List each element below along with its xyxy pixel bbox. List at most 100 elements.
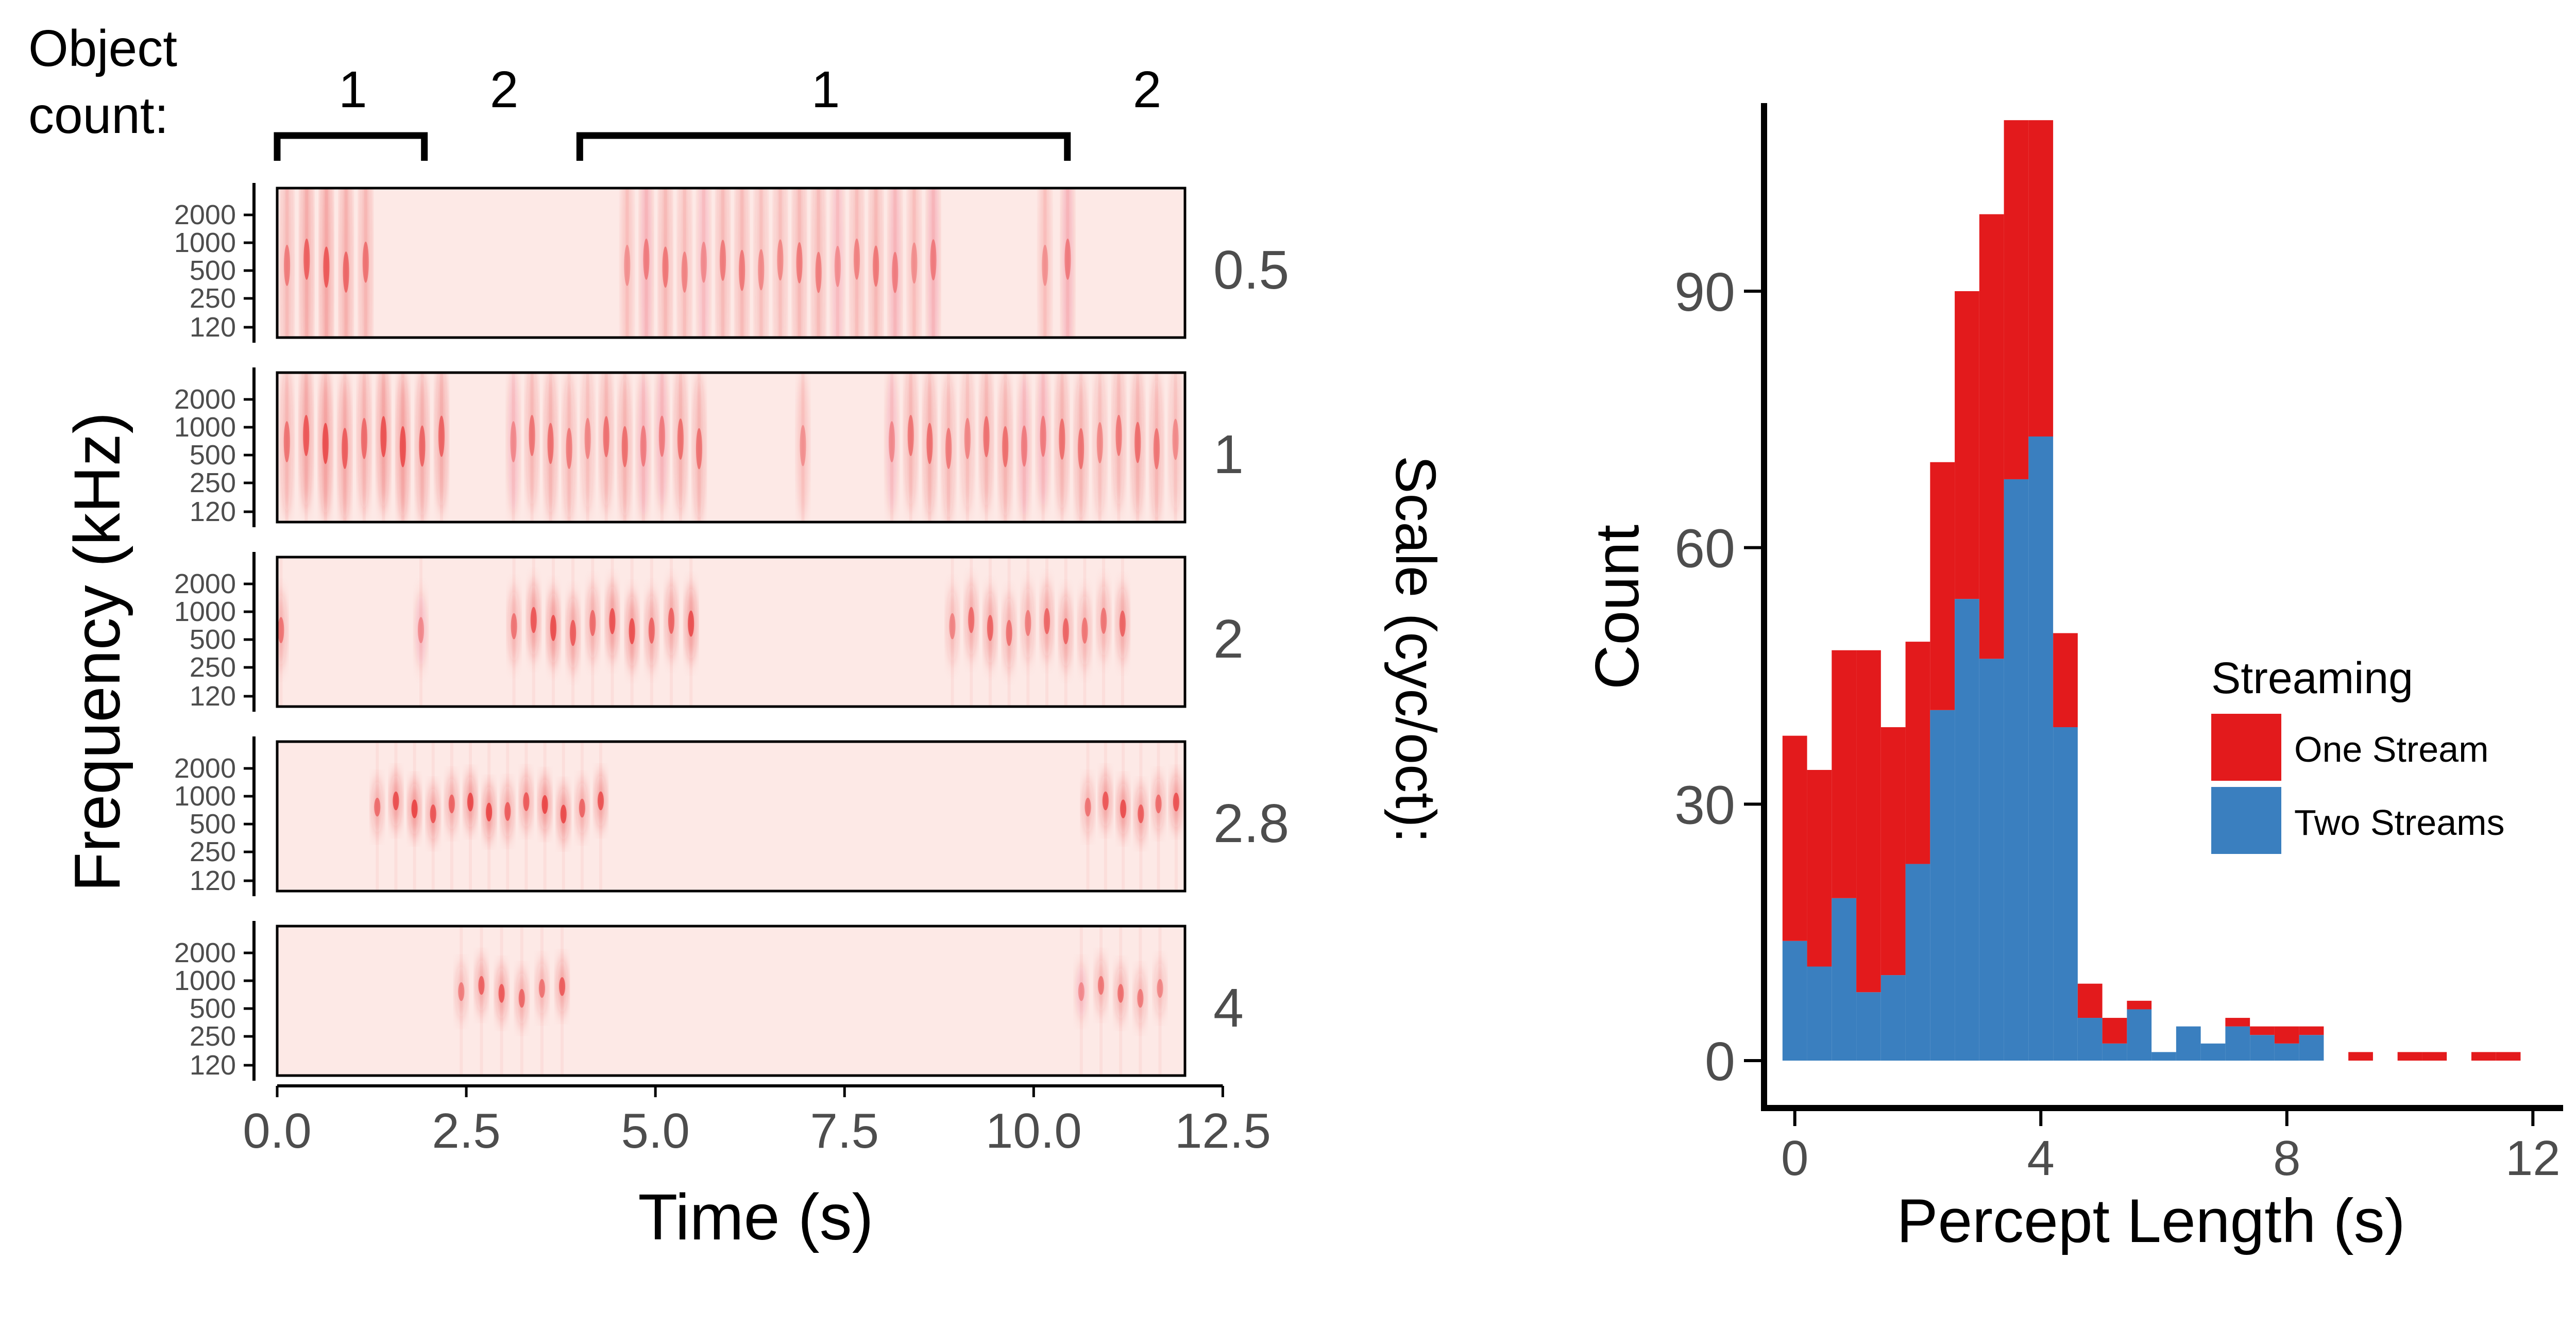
energy-peak: [758, 249, 765, 291]
energy-pulse: [508, 589, 520, 664]
energy-stripe: [1045, 557, 1049, 707]
object-count-value: 2: [490, 61, 519, 119]
energy-stripe: [660, 373, 664, 522]
histogram-bar-one-stream: [2250, 1026, 2275, 1035]
frequency-tick-label: 500: [190, 809, 236, 840]
energy-pulse: [360, 188, 371, 338]
histogram-bar-one-stream: [2422, 1052, 2447, 1061]
energy-pulse: [1041, 583, 1053, 659]
energy-stripe: [1158, 926, 1162, 1076]
energy-peak: [677, 418, 684, 460]
energy-peak: [873, 245, 879, 287]
object-count-value: 2: [1133, 61, 1162, 119]
energy-peak: [658, 415, 665, 457]
histogram-bar-one-stream: [1979, 214, 2004, 659]
energy-peak: [1081, 617, 1088, 644]
energy-peak: [1078, 982, 1084, 1001]
energy-stripe: [1121, 557, 1124, 707]
energy-stripe: [801, 373, 805, 522]
histogram-bar-one-stream: [2053, 633, 2078, 728]
energy-pulse: [358, 373, 370, 513]
energy-stripe: [931, 188, 935, 338]
energy-stripe: [947, 373, 951, 522]
energy-pulse: [455, 964, 467, 1019]
energy-stripe: [543, 742, 547, 891]
energy-stripe: [778, 188, 782, 338]
energy-peak: [411, 799, 418, 818]
frequency-tick-label: 500: [190, 624, 236, 655]
energy-peak: [983, 416, 990, 458]
histogram-bar-one-stream: [1905, 642, 1930, 864]
energy-pulse: [905, 373, 917, 510]
histogram-bar-one-stream: [2127, 1000, 2152, 1010]
frequency-tick-label: 120: [190, 681, 236, 712]
time-tick-label: 7.5: [810, 1103, 879, 1159]
energy-stripe: [468, 742, 472, 891]
energy-stripe: [759, 188, 763, 338]
energy-peak: [930, 239, 937, 281]
energy-pulse: [507, 373, 519, 517]
energy-pulse: [698, 188, 709, 338]
energy-stripe: [988, 557, 992, 707]
frequency-tick-label: 1000: [174, 227, 236, 258]
histogram-y-tick-label: 60: [1674, 518, 1735, 579]
energy-stripe: [431, 742, 435, 891]
energy-pulse: [832, 188, 843, 338]
energy-peak: [1115, 414, 1122, 456]
histogram-bar-one-stream: [1807, 769, 1832, 967]
energy-stripe: [450, 742, 453, 891]
scale-value-label: 1: [1213, 424, 1244, 485]
energy-pulse: [965, 582, 977, 658]
energy-peak: [648, 617, 655, 644]
energy-pulse: [587, 585, 599, 661]
energy-peak: [1059, 418, 1065, 460]
energy-stripe: [1155, 373, 1158, 522]
energy-stripe: [500, 926, 503, 1076]
energy-stripe: [702, 188, 705, 338]
frequency-tick-label: 500: [190, 993, 236, 1024]
histogram-bar-one-stream: [2004, 120, 2029, 479]
energy-peak: [640, 425, 647, 467]
energy-pattern: [371, 742, 1182, 891]
energy-peak: [478, 976, 485, 995]
energy-pulse: [281, 373, 293, 517]
energy-stripe: [460, 926, 463, 1076]
energy-peak: [643, 238, 650, 280]
energy-peak: [1040, 415, 1046, 457]
scale-axis-label-text: Scale (cyc/oct):: [1384, 456, 1447, 843]
frequency-tick-label: 120: [190, 1050, 236, 1081]
histogram-bar-one-stream: [1782, 735, 1807, 941]
energy-pulse: [1153, 777, 1164, 831]
frequency-tick-label: 2000: [174, 384, 236, 415]
energy-peak: [800, 425, 806, 466]
legend-swatch-one-stream: [2211, 714, 2281, 781]
energy-stripe: [641, 373, 645, 522]
energy-peak: [892, 251, 899, 293]
energy-stripe: [540, 926, 544, 1076]
energy-pulse: [1132, 373, 1144, 517]
energy-peak: [949, 613, 956, 640]
energy-peak: [688, 610, 694, 637]
scale-value-label: 4: [1213, 978, 1244, 1038]
energy-peak: [393, 791, 399, 811]
energy-stripe: [561, 926, 564, 1076]
spectrogram-frame: [276, 556, 1187, 708]
energy-peak: [1062, 618, 1069, 645]
energy-peak: [945, 428, 952, 469]
histogram-bar-two-streams: [1979, 659, 2004, 1061]
energy-pulse: [1098, 583, 1110, 659]
energy-pulse: [600, 373, 612, 512]
energy-stripe: [420, 373, 424, 522]
energy-stripe: [532, 557, 535, 707]
energy-peak: [621, 426, 628, 467]
energy-pulse: [1082, 780, 1094, 834]
histogram-bar-two-streams: [1856, 992, 1881, 1061]
histogram-axes: 0 30 60 90 0 4 8 12: [1674, 103, 2563, 1186]
energy-peak: [278, 617, 284, 644]
histogram-bar-two-streams: [2102, 1043, 2127, 1061]
energy-peak: [700, 241, 707, 283]
histogram-bar-one-stream: [1856, 650, 1881, 993]
energy-stripe: [524, 742, 528, 891]
